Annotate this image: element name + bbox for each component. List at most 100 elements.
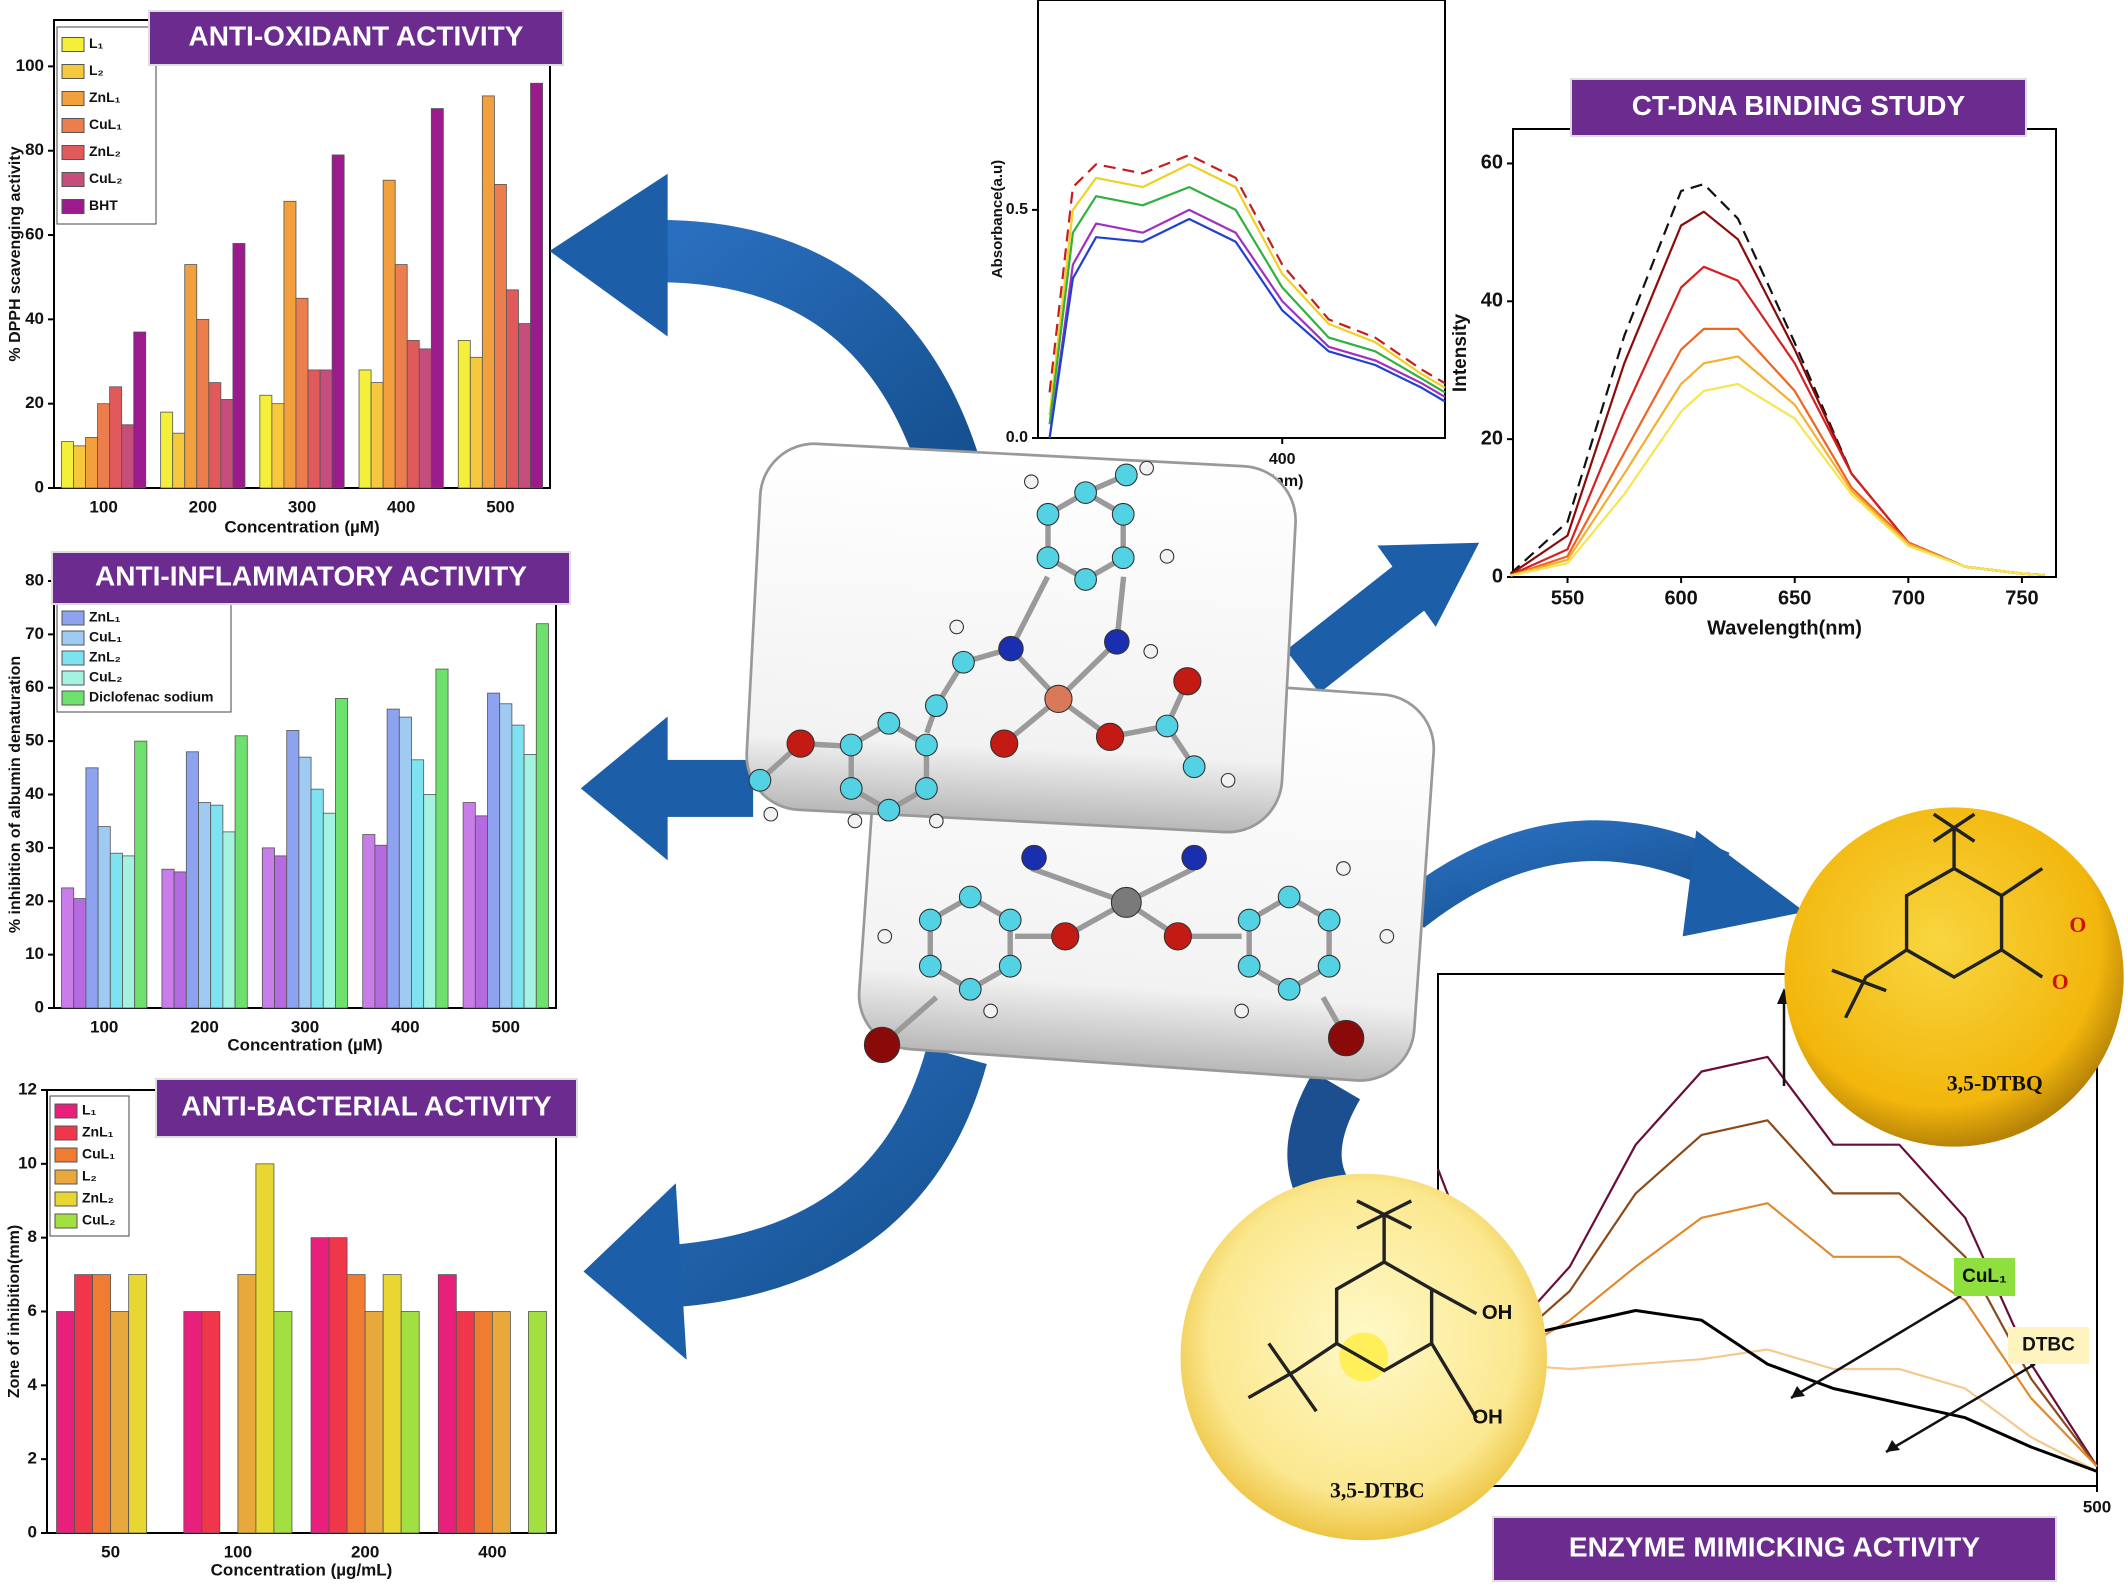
- y-tick-label: 30: [25, 837, 44, 856]
- bar: [122, 855, 136, 1009]
- bar: [322, 812, 336, 1009]
- title-box: [1492, 1516, 2057, 1582]
- atom: [918, 908, 942, 932]
- atom: [998, 954, 1022, 978]
- title-box: [148, 10, 564, 66]
- arrow: [1398, 820, 1730, 928]
- bar: [358, 369, 372, 489]
- atom: [1379, 929, 1395, 944]
- bar: [319, 369, 333, 489]
- bar: [382, 1274, 402, 1534]
- bar: [430, 108, 444, 489]
- bar: [406, 340, 420, 489]
- x-tick-label: 750: [2005, 587, 2038, 609]
- bar: [435, 668, 449, 1009]
- bar: [362, 834, 376, 1009]
- y-tick-label: 100: [16, 56, 44, 75]
- legend-swatch: [61, 118, 85, 133]
- bar: [370, 382, 384, 489]
- bar: [295, 297, 309, 489]
- bar: [128, 1274, 148, 1534]
- bond: [1030, 865, 1128, 905]
- bar: [418, 348, 432, 489]
- x-tick-label: 100: [224, 1542, 252, 1561]
- legend-swatch: [61, 610, 85, 626]
- atom: [952, 650, 975, 674]
- atom: [1155, 714, 1179, 738]
- panel-title: ANTI-INFLAMMATORY ACTIVITY: [95, 560, 527, 591]
- legend-box: [49, 1095, 130, 1237]
- legend-label: Diclofenac sodium: [89, 689, 213, 705]
- bar: [286, 730, 300, 1009]
- bar: [259, 394, 273, 489]
- arrows: [549, 173, 1805, 1360]
- y-tick-label: 60: [25, 225, 44, 244]
- x-tick-label: 400: [478, 1542, 506, 1561]
- arrow-head: [580, 716, 668, 861]
- atom: [958, 977, 982, 1001]
- y-tick-label: 0: [35, 477, 44, 496]
- y-tick-label: 20: [1481, 427, 1503, 449]
- atom: [1074, 481, 1097, 504]
- bar: [469, 356, 483, 489]
- atom: [998, 635, 1024, 662]
- annotation-arrow: [1885, 1362, 2036, 1454]
- atom: [877, 798, 901, 822]
- bar: [121, 424, 135, 489]
- bar: [61, 887, 75, 1009]
- dtbq-structure: [1831, 812, 2044, 1019]
- bar: [493, 184, 507, 489]
- atom: [1159, 549, 1175, 564]
- legend-label: ZnL₁: [89, 89, 121, 105]
- bar: [455, 1311, 475, 1534]
- legend-box: [56, 603, 232, 713]
- title-box: [1570, 78, 2027, 137]
- bar: [511, 724, 525, 1009]
- legend-swatch: [61, 670, 85, 686]
- legend-label: L₁: [82, 1102, 97, 1118]
- bar: [210, 804, 224, 1009]
- atom: [1163, 922, 1192, 951]
- bar: [535, 623, 549, 1009]
- legend-label: ZnL₁: [89, 609, 121, 625]
- bar: [473, 1311, 493, 1534]
- y-tick-label: 50: [25, 731, 44, 750]
- bar: [220, 399, 234, 489]
- atom: [1234, 1003, 1249, 1019]
- arrow: [675, 1047, 987, 1307]
- x-axis-label: Concentration (µM): [224, 517, 379, 536]
- bar: [61, 441, 74, 489]
- bar: [161, 868, 175, 1009]
- legend-swatch: [61, 37, 85, 52]
- bar: [232, 243, 246, 489]
- atom: [1327, 1019, 1365, 1057]
- bar: [528, 1311, 547, 1534]
- y-axis-label: Absorbance(a.u): [989, 160, 1006, 278]
- legend-label: CuL₂: [89, 170, 122, 186]
- atom: [1277, 977, 1301, 1001]
- title-box: [155, 1078, 578, 1138]
- atom: [1044, 684, 1073, 713]
- bar: [173, 871, 187, 1009]
- bar: [208, 382, 222, 489]
- legend-swatch: [54, 1213, 78, 1229]
- substrates: O O 3,5-DTBQ OH OH 3,5-DTBC: [1180, 807, 2124, 1541]
- annotation: DTBC: [2022, 1335, 2075, 1356]
- bar: [499, 703, 513, 1009]
- legend-label: CuL₁: [82, 1146, 115, 1162]
- atom: [1277, 885, 1301, 909]
- atom: [918, 954, 942, 978]
- annotation-arrow: [1790, 1294, 1962, 1400]
- bar: [183, 1311, 203, 1534]
- bar: [92, 1274, 112, 1534]
- y-tick-label: 10: [18, 1153, 37, 1172]
- bar: [283, 200, 297, 489]
- atom: [1237, 954, 1261, 978]
- panel-title: ENZYME MIMICKING ACTIVITY: [1569, 1531, 1981, 1562]
- atom: [1317, 954, 1341, 978]
- x-tick-label: 200: [190, 1017, 218, 1036]
- legend-swatch: [61, 650, 85, 666]
- structure-panel: [745, 442, 1297, 834]
